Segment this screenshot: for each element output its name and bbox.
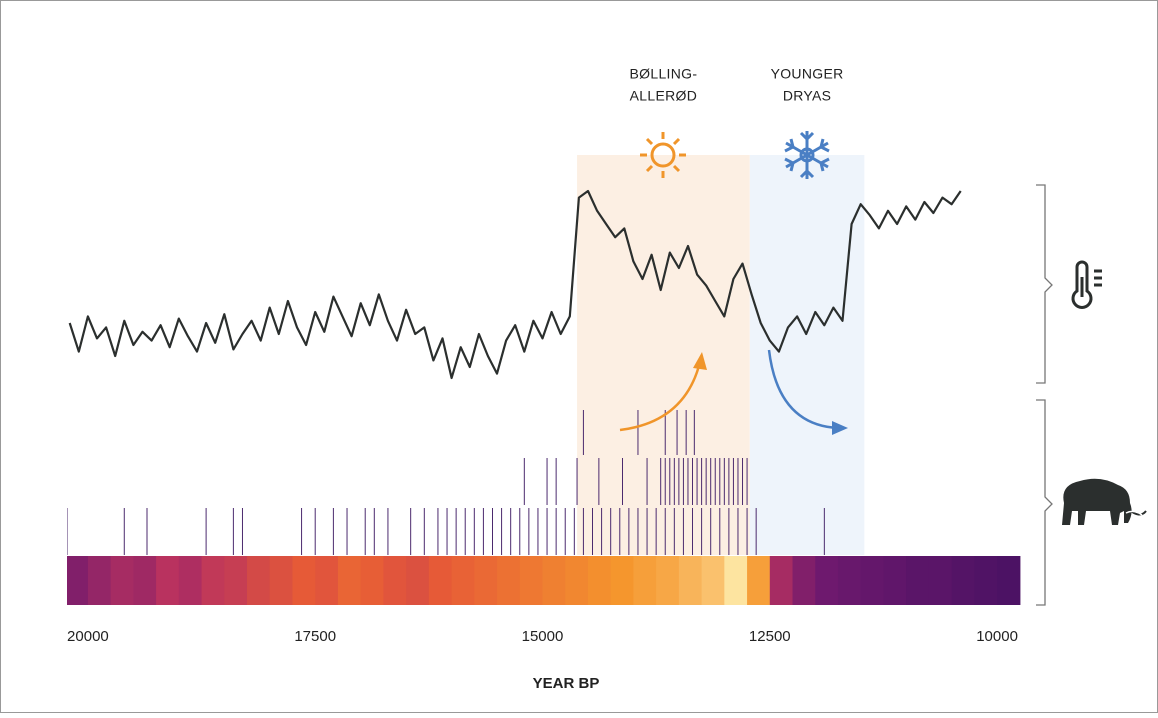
density-cell (520, 556, 543, 605)
density-cell (156, 556, 179, 605)
density-cell (815, 556, 838, 605)
density-cell (65, 556, 88, 605)
x-tick-label: 20000 (67, 628, 109, 645)
density-cell (656, 556, 679, 605)
density-cell (588, 556, 611, 605)
density-cell (88, 556, 111, 605)
density-cell (406, 556, 429, 605)
density-cell (929, 556, 952, 605)
density-cell (702, 556, 725, 605)
period-label: DRYAS (783, 88, 831, 104)
density-cell (361, 556, 384, 605)
density-cell (429, 556, 452, 605)
density-cell (747, 556, 770, 605)
density-cell (679, 556, 702, 605)
period-label: ALLERØD (630, 88, 697, 104)
density-cell (974, 556, 997, 605)
x-tick-label: 15000 (522, 628, 564, 645)
density-cell (565, 556, 588, 605)
density-cell (770, 556, 793, 605)
density-cell (179, 556, 202, 605)
density-cell (997, 556, 1020, 605)
density-cell (474, 556, 497, 605)
density-cell (383, 556, 406, 605)
density-cell (497, 556, 520, 605)
period-label: YOUNGER (771, 66, 844, 82)
density-cell (906, 556, 929, 605)
x-tick-label: 12500 (749, 628, 791, 645)
period-label: BØLLING- (630, 66, 698, 82)
density-cell (633, 556, 656, 605)
density-cell (202, 556, 225, 605)
density-cell (247, 556, 270, 605)
density-cell (542, 556, 565, 605)
density-cell (133, 556, 156, 605)
density-cell (861, 556, 884, 605)
density-cell (111, 556, 134, 605)
density-cell (224, 556, 247, 605)
density-cell (611, 556, 634, 605)
density-cell (724, 556, 747, 605)
chart: BØLLING- ALLERØD YOUNGER DRYAS 20000 17500 150… (0, 0, 1158, 713)
x-tick-label: 17500 (294, 628, 336, 645)
density-cell (883, 556, 906, 605)
density-cell (270, 556, 293, 605)
density-cell (315, 556, 338, 605)
x-tick-label: 10000 (976, 628, 1018, 645)
density-cell (452, 556, 475, 605)
density-cell (838, 556, 861, 605)
density-cell (793, 556, 816, 605)
density-cell (292, 556, 315, 605)
period-band (750, 155, 865, 555)
density-cell (338, 556, 361, 605)
density-cell (952, 556, 975, 605)
x-axis-label: YEAR BP (533, 675, 600, 692)
